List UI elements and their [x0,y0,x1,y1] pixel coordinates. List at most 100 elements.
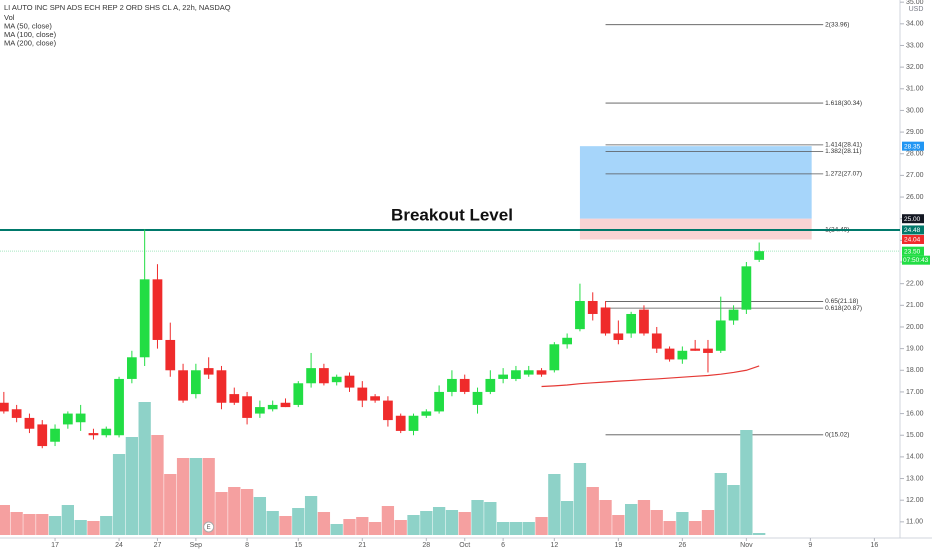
volume-bar [279,516,292,535]
volume-bar [112,454,126,535]
candle-body [344,375,355,388]
volume-bar [48,516,62,535]
volume-bar [740,430,753,535]
breakout-label: Breakout Level [391,205,513,224]
candle-body [728,309,739,321]
candle-body [434,391,444,412]
volume-bar [689,521,702,535]
fib-label: 1.414(28.41) [825,142,862,149]
candle-body [191,370,201,395]
volume-bar [253,497,267,535]
candle-body [139,279,150,358]
candle-body [280,402,291,408]
volume-bar [61,505,74,535]
volume-bar [625,504,638,535]
candle-body [677,350,688,360]
candle-body [62,413,73,425]
candle-body [511,370,521,379]
candle-body [357,387,368,401]
candle-body [754,251,765,260]
y-tick-label: 19.00 [906,345,924,352]
fib-label: 0(15.02) [825,432,849,439]
price-label: 25.00 [904,216,921,223]
volume-bar [202,458,215,535]
volume-bar [548,474,561,535]
fib-label: 1.272(27.07) [825,171,862,178]
candle-body [255,407,265,414]
fib-label: 1.618(30.34) [825,100,862,107]
candle-body [126,357,137,379]
volume-bar [560,501,574,535]
candle-body [293,383,304,405]
candle-body [395,415,406,431]
candle-body [626,313,637,334]
price-label-bg [902,234,924,244]
candle-body [319,368,329,384]
volume-bar [343,519,356,535]
y-tick-label: 22.00 [906,281,924,288]
candle-body [600,307,611,334]
legend-entry: Vol [4,13,15,22]
x-tick-label: 19 [614,542,622,549]
x-tick-label: 16 [870,542,878,549]
x-tick-label: 8 [245,542,249,549]
candle-body [37,424,48,447]
y-tick-label: 26.00 [906,194,924,201]
volume-bar [522,522,535,535]
volume-bar [432,507,446,535]
candle-body [536,370,547,375]
x-tick-label: 17 [51,542,59,549]
price-label: 24.04 [904,237,921,244]
candle-body [562,337,573,345]
y-tick-label: 31.00 [906,86,924,93]
volume-bar [420,511,433,535]
x-tick-label: 28 [422,542,430,549]
volume-bar [164,474,177,535]
volume-bar [637,500,651,535]
candle-body [242,396,252,418]
volume-bar [228,487,241,535]
candle-body [88,433,99,436]
moving-average [541,365,760,388]
volume-bar [586,487,599,535]
volume-bar [496,522,510,535]
fib-label: 2(33.96) [825,21,849,28]
candle-body [549,344,560,371]
candle-body [216,370,227,403]
candle-body [523,370,534,375]
fib-label: 0.65(21.18) [825,298,858,305]
candle-body [50,428,60,442]
x-tick-label: 26 [678,542,686,549]
volume-bar [612,515,625,535]
volume-bar [23,514,36,535]
candle-body [690,348,701,351]
volume-bar [535,517,548,535]
volume-bar [138,402,151,535]
target-zone [579,146,812,219]
volume-bar [125,437,139,535]
candle-body [587,300,598,314]
candle-body [306,368,316,384]
volume-bar [330,524,343,535]
volume-bar [407,515,420,535]
volume-bar [176,458,190,535]
volume-bar [394,520,407,535]
y-tick-label: 12.00 [906,497,924,504]
volume-bar [663,521,676,535]
candle-body [651,333,662,349]
candle-body [165,339,176,371]
candle-body [421,411,432,416]
price-label: 23.50 [904,248,921,255]
volume-bar [100,516,113,535]
volume-bar [36,514,49,535]
y-tick-label: 18.00 [906,367,924,374]
y-tick-label: 14.00 [906,454,924,461]
candle-body [383,400,393,421]
price-label-bg [902,141,924,151]
currency: USD [909,6,924,13]
legend-entry: MA (200, close) [4,38,57,47]
volume-bar [381,506,395,535]
earnings-label: E [207,525,211,531]
price-label-bg [902,225,924,235]
